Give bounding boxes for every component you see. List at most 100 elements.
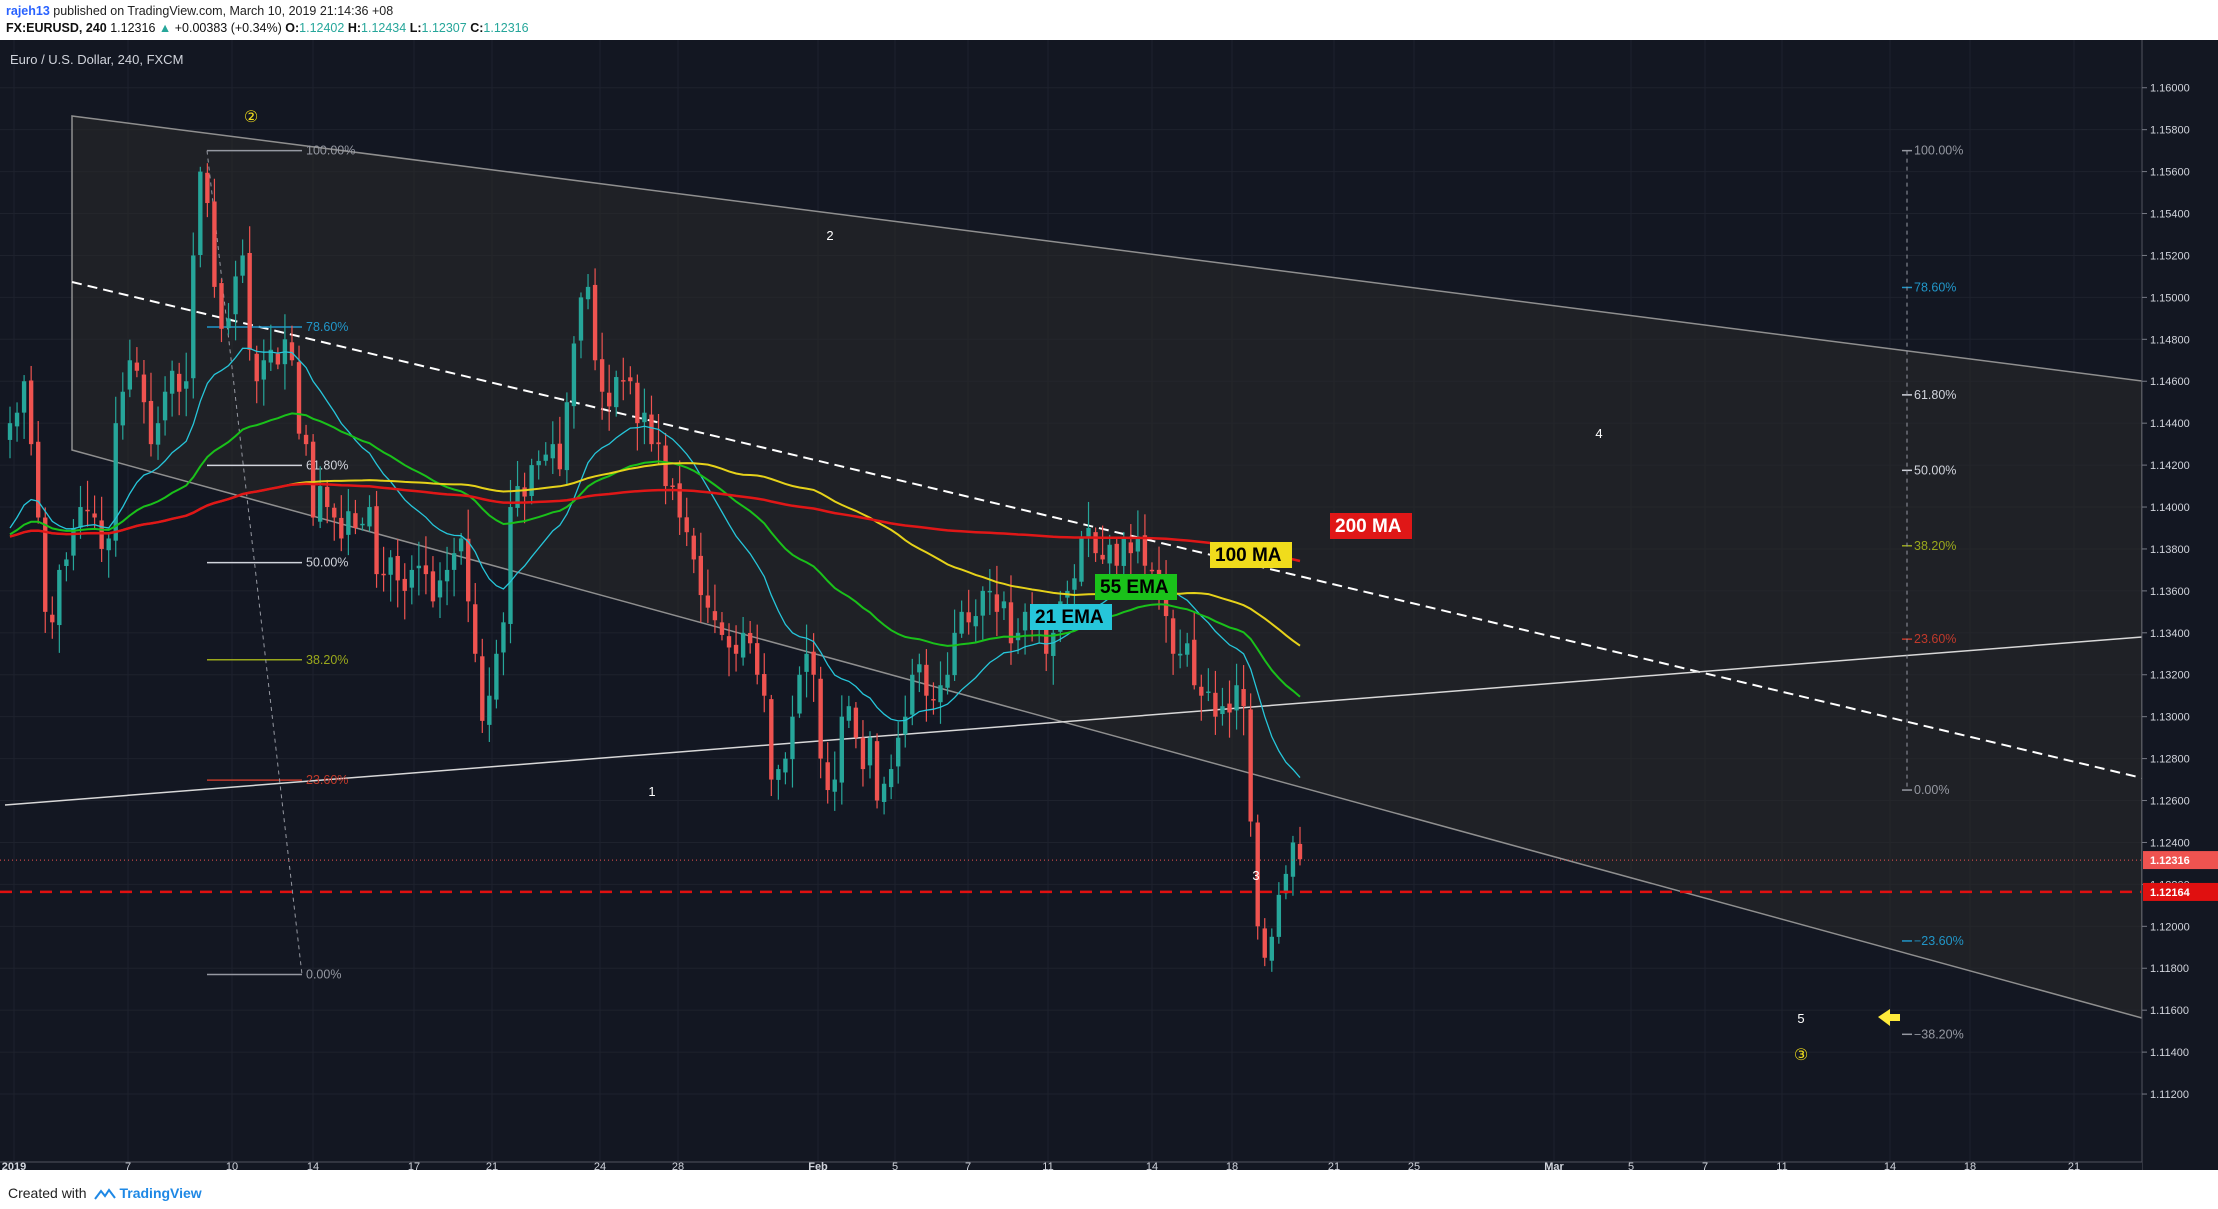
fib-left-label: 50.00%	[306, 556, 348, 570]
price-axis[interactable]	[2142, 40, 2218, 1170]
candle-body	[247, 252, 252, 350]
candle-body	[747, 632, 753, 644]
candle-body	[1262, 928, 1267, 958]
x-tick-label: Feb	[808, 1161, 828, 1170]
indicator-label-text: 100 MA	[1215, 545, 1282, 566]
low-label: L:	[409, 21, 422, 35]
candle-body	[176, 373, 182, 392]
y-tick-label: 1.15000	[2150, 292, 2190, 304]
candle-body	[501, 622, 506, 653]
candle-body	[635, 382, 640, 424]
candle-body	[1114, 543, 1119, 566]
candle-body	[1206, 691, 1211, 694]
tradingview-link[interactable]: TradingView	[119, 1185, 202, 1201]
candle-body	[719, 622, 725, 635]
fib-right-label: 100.00%	[1914, 144, 1963, 158]
candle-body	[57, 569, 62, 626]
candle-body	[1248, 709, 1253, 822]
candle-body	[1213, 692, 1218, 717]
candle-body	[374, 506, 379, 575]
candle-body	[1142, 535, 1148, 566]
candle-body	[1255, 822, 1260, 927]
candle-body	[106, 538, 111, 551]
candle-body	[134, 362, 140, 371]
indicator-label-text: 55 EMA	[1100, 577, 1169, 598]
x-tick-label: 5	[1628, 1161, 1634, 1170]
chart-area[interactable]: 100.00% 78.60% 61.80% 50.00% 38.20% 23.60% 0.0…	[0, 40, 2218, 1173]
elliott-wave-labels: ② 2 1 3 4 5 ③	[244, 109, 1808, 1064]
candle-body	[1079, 538, 1084, 582]
high-value: 1.12434	[361, 21, 407, 35]
candle-body	[924, 664, 929, 696]
x-tick-label: 14	[1884, 1161, 1896, 1170]
created-with: Created with TradingView	[8, 1185, 202, 1201]
fib-left-label: 38.20%	[306, 653, 348, 667]
price-badges: 1.12316 1.12164	[2143, 851, 2218, 901]
candle-body	[1135, 538, 1141, 552]
candle-body	[987, 590, 993, 593]
x-tick-label: 11	[1042, 1161, 1053, 1170]
x-tick-label: 17	[408, 1161, 420, 1170]
candle-body	[325, 486, 330, 508]
candle-body	[219, 283, 224, 329]
y-tick-label: 1.13000	[2150, 712, 2190, 724]
candle-body	[169, 370, 175, 394]
candle-body	[43, 517, 48, 612]
candle-body	[656, 442, 661, 445]
candle-body	[1283, 873, 1289, 894]
footer: Created with TradingView	[0, 1170, 2218, 1209]
candle-body	[959, 611, 964, 634]
candle-body	[762, 674, 767, 696]
candle-body	[776, 769, 781, 780]
y-tick-label: 1.15200	[2150, 250, 2190, 262]
candle-body	[254, 353, 259, 382]
candle-body	[162, 391, 168, 421]
candle-body	[268, 349, 274, 363]
wave-label: 2	[826, 228, 833, 243]
fib-right-label: 23.60%	[1914, 632, 1956, 646]
rising-trendline	[4, 636, 2143, 806]
candle-body	[564, 402, 570, 471]
candle-body	[7, 423, 13, 440]
candle-body	[529, 465, 534, 496]
fib-right-label: 78.60%	[1914, 280, 1956, 294]
candle-body	[1192, 639, 1197, 686]
x-tick-label: 18	[1226, 1161, 1238, 1170]
candle-body	[818, 678, 823, 759]
candle-body	[451, 553, 457, 570]
fib-left-label: 23.60%	[306, 773, 348, 787]
y-tick-label: 1.15600	[2150, 167, 2190, 179]
candle-body	[1086, 527, 1091, 537]
candle-body	[684, 517, 689, 533]
candle-body	[289, 342, 295, 361]
candle-body	[1022, 611, 1028, 631]
x-tick-label: 25	[1408, 1161, 1420, 1170]
candle-body	[127, 360, 133, 390]
y-tick-label: 1.12400	[2150, 837, 2190, 849]
y-tick-label: 1.12000	[2150, 921, 2190, 933]
candle-body	[367, 507, 372, 527]
time-axis[interactable]	[0, 1162, 2142, 1170]
candle-body	[423, 565, 429, 575]
wave-label: 3	[1252, 868, 1259, 883]
author-link[interactable]: rajeh13	[6, 4, 50, 18]
chart-title: Euro / U.S. Dollar, 240, FXCM	[10, 52, 183, 67]
x-tick-label: 21	[1328, 1161, 1340, 1170]
candle-body	[621, 380, 626, 382]
fib-right-label: 38.20%	[1914, 539, 1956, 553]
candle-body	[360, 523, 365, 526]
price-chart[interactable]: 100.00%78.60%61.80%50.00%38.20%23.60%0.0…	[0, 40, 2218, 1173]
x-tick-label: 11	[1776, 1161, 1787, 1170]
candle-body	[141, 374, 147, 403]
candle-body	[1297, 843, 1303, 860]
candle-body	[1220, 706, 1225, 715]
candle-body	[557, 443, 563, 470]
candlestick-series	[7, 163, 1303, 972]
candle-body	[205, 172, 210, 204]
candle-body	[931, 699, 936, 701]
y-tick-label: 1.11400	[2150, 1047, 2189, 1059]
ma200-line	[9, 482, 1301, 563]
x-tick-label: 7	[125, 1161, 131, 1170]
x-tick-label: 18	[1964, 1161, 1976, 1170]
candle-body	[606, 392, 612, 407]
